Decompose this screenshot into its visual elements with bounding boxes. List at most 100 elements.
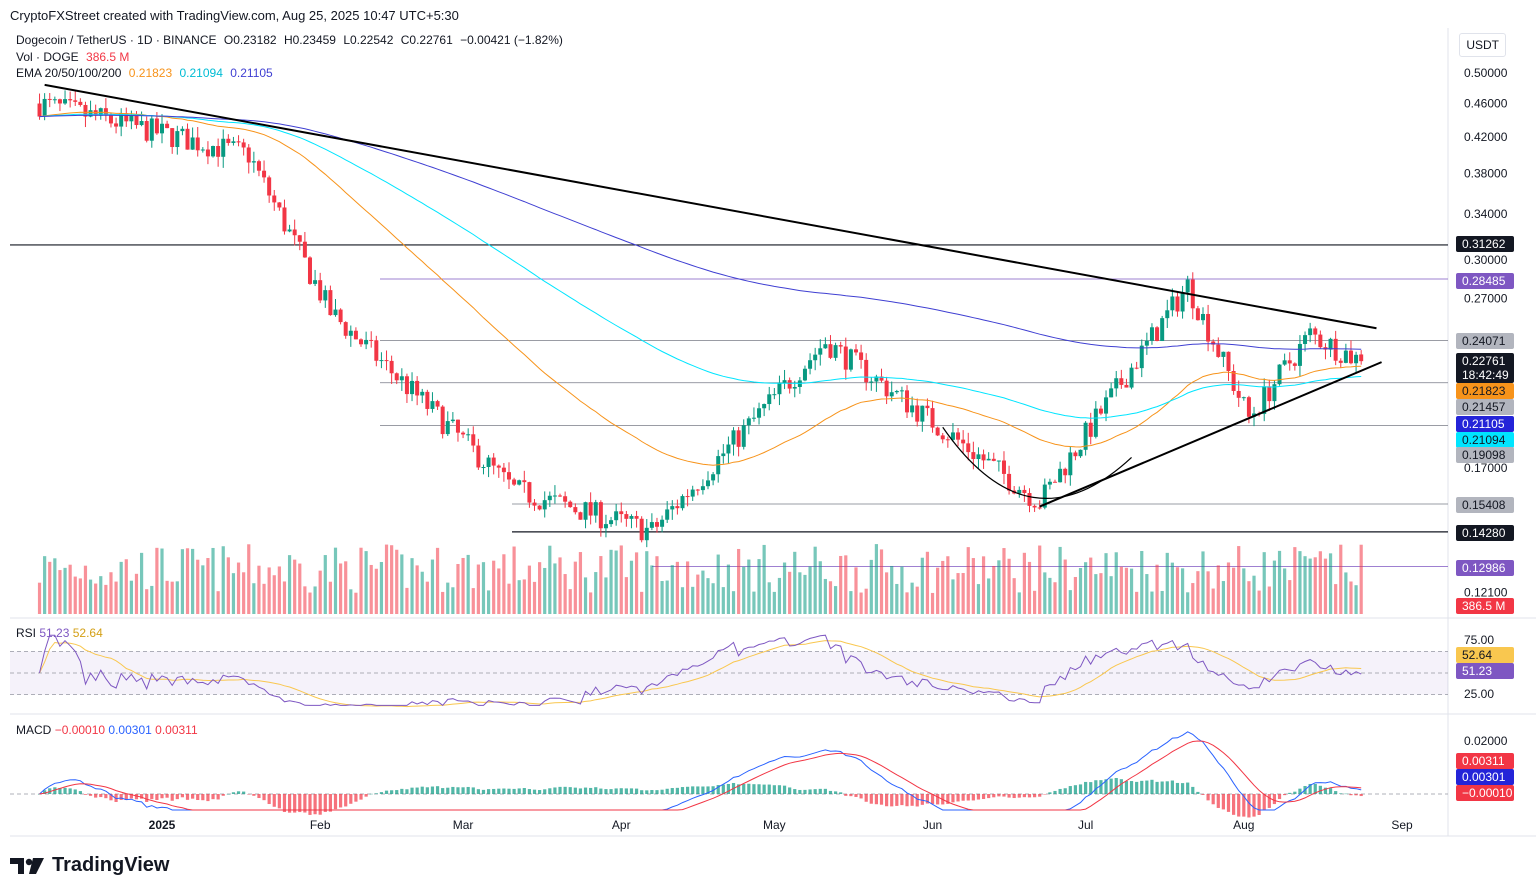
macd-hist-bar-120 — [650, 790, 654, 794]
price-tick-label-8: 0.12100 — [1464, 585, 1508, 599]
macd-hist-bar-138 — [742, 783, 746, 794]
macd-hist-bar-76 — [425, 787, 429, 794]
candle-257 — [1348, 340, 1353, 365]
macd-hist-bar-200 — [1058, 788, 1062, 794]
candle-171 — [910, 396, 915, 418]
volume-bar-226 — [1191, 583, 1195, 614]
volume-bar-106 — [578, 552, 583, 614]
volume-bar-250 — [1313, 557, 1317, 614]
candle-168 — [894, 389, 899, 395]
volume-bar-172 — [915, 586, 919, 614]
candle-165 — [879, 368, 884, 383]
candle-242 — [1272, 380, 1277, 410]
volume-bar-252 — [1323, 558, 1328, 614]
candle-184 — [976, 447, 981, 469]
macd-hist-bar-83 — [461, 787, 465, 794]
candle-24 — [160, 114, 164, 144]
macd-hist-bar-164 — [874, 794, 879, 805]
volume-bar-51 — [298, 563, 302, 614]
price-tick-label-4: 0.34000 — [1464, 207, 1508, 221]
ohlc-high: H0.23459 — [283, 33, 336, 47]
macd-hist-bar-26 — [170, 794, 174, 801]
volume-bar-229 — [1206, 571, 1210, 614]
volume-bar-175 — [930, 592, 935, 614]
candle-221 — [1165, 299, 1170, 329]
macd-hist-bar-190 — [1007, 794, 1011, 798]
volume-bar-218 — [1150, 591, 1154, 614]
price-tick-label-0: 0.50000 — [1464, 66, 1508, 80]
volume-bar-75 — [420, 571, 424, 614]
macd-hist-bar-215 — [1135, 781, 1139, 794]
macd-hist-bar-241 — [1267, 794, 1271, 808]
volume-bar-205 — [1084, 562, 1088, 614]
macd-hist-bar-181 — [961, 794, 965, 801]
macd-hist-bar-196 — [1038, 794, 1042, 797]
macd-hist-bar-18 — [129, 794, 133, 799]
macd-hist-bar-128 — [691, 786, 695, 794]
price-badge-11-text: 0.12986 — [1462, 561, 1506, 575]
volume-bar-32 — [201, 565, 205, 614]
macd-hist-bar-80 — [446, 787, 450, 794]
macd-hist-bar-101 — [553, 787, 557, 794]
macd-hist-bar-223 — [1175, 782, 1180, 794]
macd-hist-bar-129 — [696, 786, 700, 794]
price-tick-label-3: 0.38000 — [1464, 166, 1508, 180]
price-badge-8-text: 0.19098 — [1462, 448, 1506, 462]
candle-87 — [481, 464, 486, 475]
candle-54 — [313, 269, 318, 287]
macd-hist-bar-123 — [665, 788, 669, 794]
candle-225 — [1185, 275, 1190, 302]
price-badge-12: 386.5 M — [1456, 598, 1514, 614]
macd-hist-bar-99 — [543, 789, 547, 794]
macd-hist-bar-166 — [885, 794, 889, 807]
volume-bar-255 — [1339, 544, 1343, 614]
volume-bar-5 — [63, 567, 67, 614]
candle-150 — [802, 365, 807, 382]
candle-114 — [619, 502, 624, 523]
macd-hist-bar-151 — [808, 789, 812, 794]
candle-147 — [787, 377, 792, 394]
macd-hist-bar-71 — [400, 788, 404, 794]
rsi-badge-1: 51.23 — [1456, 663, 1514, 679]
candle-94 — [517, 479, 522, 486]
candle-200 — [1058, 461, 1063, 483]
volume-bar-156 — [833, 586, 838, 614]
candle-42 — [251, 151, 256, 173]
volume-bar-29 — [185, 548, 190, 614]
macd-hist-bar-121 — [655, 790, 659, 794]
candle-117 — [634, 510, 639, 528]
volume-bar-54 — [313, 586, 317, 614]
volume-bar-192 — [1017, 592, 1021, 614]
volume-bar-36 — [221, 546, 225, 614]
descending-resistance-line — [44, 83, 1377, 330]
candle-81 — [450, 412, 455, 424]
x-tick-label-2: Mar — [453, 818, 474, 832]
volume-bar-123 — [665, 580, 669, 614]
candle-71 — [399, 368, 404, 391]
candle-243 — [1277, 364, 1282, 386]
macd-hist-bar-89 — [492, 788, 496, 794]
macd-hist-bar-16 — [119, 794, 123, 800]
macd-hist-bar-102 — [558, 786, 562, 794]
volume-bar-133 — [716, 554, 720, 614]
macd-hist-bar-182 — [966, 794, 970, 801]
candle-227 — [1195, 305, 1200, 321]
currency-button[interactable]: USDT — [1459, 33, 1506, 57]
volume-bar-53 — [308, 592, 312, 614]
volume-bar-15 — [114, 581, 118, 614]
volume-bar-50 — [293, 559, 297, 614]
candle-127 — [685, 489, 690, 507]
candle-60 — [343, 321, 348, 339]
candle-35 — [216, 138, 221, 167]
candle-17 — [124, 107, 129, 127]
volume-bar-161 — [859, 592, 863, 614]
volume-bar-193 — [1022, 552, 1026, 614]
volume-bar-121 — [655, 556, 659, 614]
macd-hist-bar-39 — [236, 791, 241, 794]
volume-bar-37 — [226, 557, 230, 614]
candle-252 — [1323, 343, 1328, 360]
volume-bar-3 — [53, 558, 57, 614]
candle-229 — [1206, 304, 1211, 352]
volume-bar-6 — [68, 564, 72, 614]
